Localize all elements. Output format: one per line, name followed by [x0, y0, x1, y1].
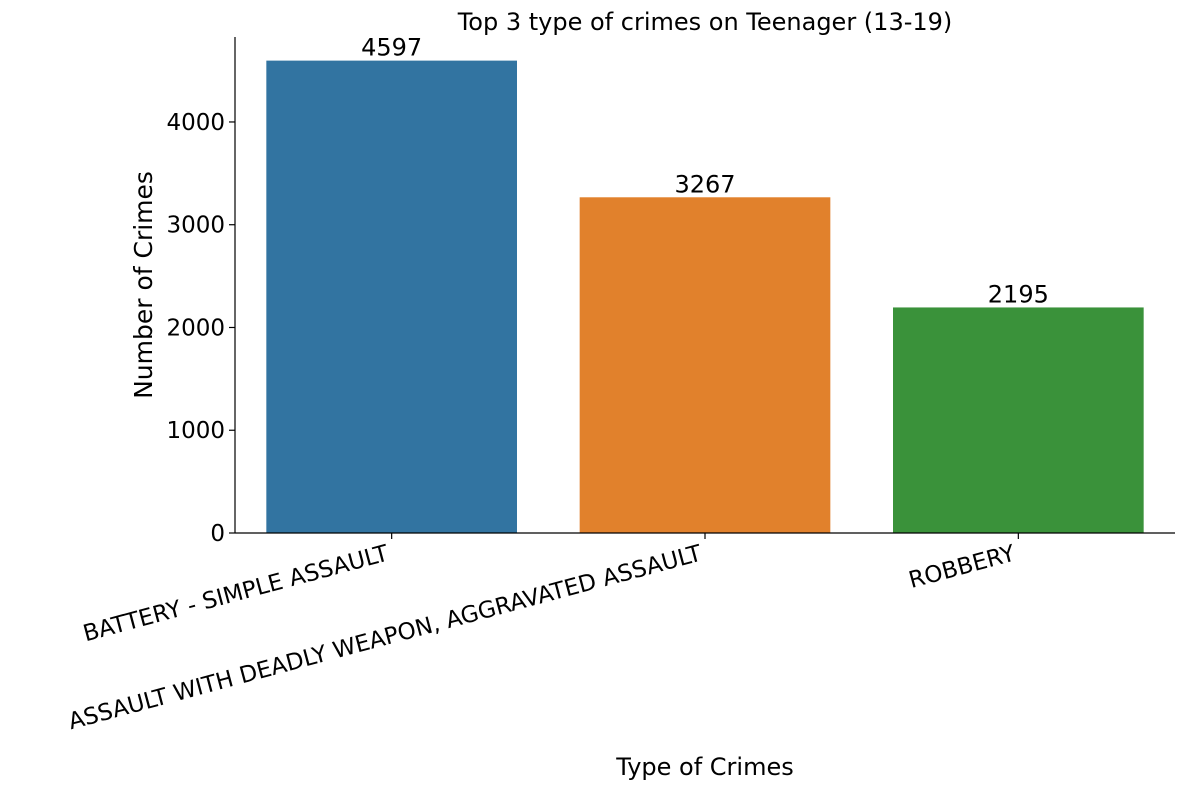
- x-tick-label: ROBBERY: [906, 540, 1019, 594]
- y-tick-label: 3000: [166, 213, 225, 239]
- data-label-2: 3267: [674, 170, 735, 198]
- bar-3: [893, 307, 1144, 533]
- x-axis-label: Type of Crimes: [615, 753, 793, 781]
- bar-1: [266, 60, 517, 533]
- y-tick-label: 1000: [166, 418, 225, 444]
- y-tick-label: 2000: [166, 315, 225, 341]
- y-axis-label: Number of Crimes: [129, 171, 158, 399]
- x-tick-label: BATTERY - SIMPLE ASSAULT: [80, 540, 392, 647]
- y-tick-label: 0: [210, 521, 225, 547]
- chart-title: Top 3 type of crimes on Teenager (13-19): [457, 8, 953, 36]
- bar-2: [579, 197, 831, 533]
- data-label-3: 2195: [988, 280, 1049, 308]
- bars-group: [266, 60, 1144, 533]
- data-label-1: 4597: [361, 34, 422, 62]
- y-axis: 0 1000 2000 3000 4000: [166, 110, 235, 547]
- data-labels-group: 4597 3267 2195: [361, 34, 1049, 309]
- x-tick-label: ASSAULT WITH DEADLY WEAPON, AGGRAVATED A…: [66, 540, 706, 735]
- y-tick-label: 4000: [166, 110, 225, 136]
